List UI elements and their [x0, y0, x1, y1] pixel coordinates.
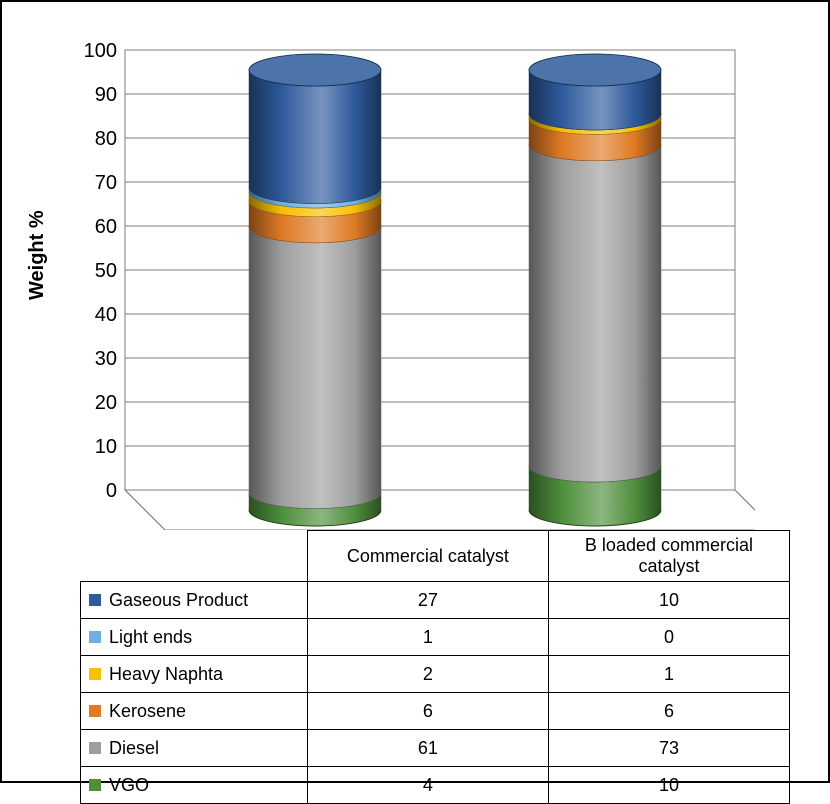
y-axis-label: Weight %	[20, 30, 55, 480]
table-value-cell: 1	[307, 619, 548, 656]
legend-swatch	[89, 594, 101, 606]
series-label-cell: VGO	[81, 767, 308, 804]
legend-swatch	[89, 668, 101, 680]
table-col-header: B loaded commercial catalyst	[548, 531, 789, 582]
series-label-text: VGO	[109, 775, 149, 795]
svg-text:80: 80	[95, 128, 117, 150]
svg-text:70: 70	[95, 172, 117, 194]
table-value-cell: 73	[548, 730, 789, 767]
table-value-cell: 1	[548, 656, 789, 693]
table-value-cell: 4	[307, 767, 548, 804]
table-header-row: Commercial catalystB loaded commercial c…	[81, 531, 790, 582]
table-value-cell: 10	[548, 767, 789, 804]
table-value-cell: 6	[307, 693, 548, 730]
plot-wrap: 0 10 20 30 40 50 60 70 80 90 100	[55, 30, 810, 530]
table-blank-cell	[81, 531, 308, 582]
svg-text:0: 0	[106, 480, 117, 502]
series-label-cell: Light ends	[81, 619, 308, 656]
svg-text:40: 40	[95, 304, 117, 326]
cyl-cap-bloaded	[529, 54, 661, 86]
cyl-cap-commercial	[249, 54, 381, 86]
figure-container: Weight % 0102030405060708090100 Commerci…	[0, 0, 830, 783]
table-row: Gaseous Product 2710	[81, 582, 790, 619]
svg-text:20: 20	[95, 392, 117, 414]
table-value-cell: 0	[548, 619, 789, 656]
chart-block: Weight % 0 10 20 30 40 50 60 70 80 90 100	[20, 30, 810, 530]
legend-swatch	[89, 631, 101, 643]
series-label-cell: Gaseous Product	[81, 582, 308, 619]
svg-text:30: 30	[95, 348, 117, 370]
cyl-segment-bloaded-diesel	[529, 145, 661, 482]
series-label-text: Diesel	[109, 738, 159, 758]
series-label-cell: Heavy Naphta	[81, 656, 308, 693]
series-label-cell: Kerosene	[81, 693, 308, 730]
legend-swatch	[89, 779, 101, 791]
series-label-text: Gaseous Product	[109, 590, 248, 610]
table-row: VGO 410	[81, 767, 790, 804]
table-row: Kerosene 66	[81, 693, 790, 730]
svg-text:10: 10	[95, 436, 117, 458]
table-value-cell: 61	[307, 730, 548, 767]
series-label-text: Kerosene	[109, 701, 186, 721]
table-value-cell: 27	[307, 582, 548, 619]
series-label-text: Heavy Naphta	[109, 664, 223, 684]
series-label-text: Light ends	[109, 627, 192, 647]
cyl-segment-commercial-diesel	[249, 227, 381, 509]
svg-text:50: 50	[95, 260, 117, 282]
table-value-cell: 6	[548, 693, 789, 730]
stacked-cylinder-chart: 0 10 20 30 40 50 60 70 80 90 100	[55, 30, 755, 530]
table-value-cell: 2	[307, 656, 548, 693]
legend-swatch	[89, 705, 101, 717]
legend-swatch	[89, 742, 101, 754]
table-value-cell: 10	[548, 582, 789, 619]
table-col-header: Commercial catalyst	[307, 531, 548, 582]
cyl-segment-commercial-gaseous	[249, 70, 381, 204]
data-table: Commercial catalystB loaded commercial c…	[80, 530, 790, 804]
data-table-area: Commercial catalystB loaded commercial c…	[80, 530, 790, 804]
table-row: Diesel 6173	[81, 730, 790, 767]
svg-text:60: 60	[95, 216, 117, 238]
svg-text:100: 100	[84, 40, 117, 62]
svg-text:90: 90	[95, 84, 117, 106]
table-row: Light ends 10	[81, 619, 790, 656]
table-row: Heavy Naphta 21	[81, 656, 790, 693]
series-label-cell: Diesel	[81, 730, 308, 767]
